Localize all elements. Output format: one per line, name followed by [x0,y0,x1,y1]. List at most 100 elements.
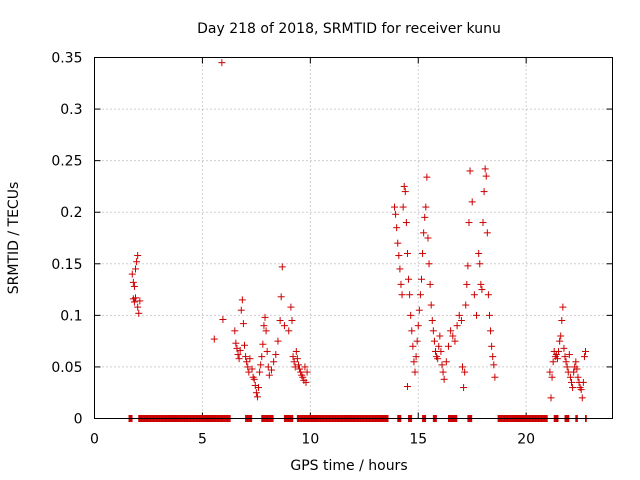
data-point [134,303,142,311]
data-point [264,363,272,371]
chart-title: Day 218 of 2018, SRMTID for receiver kun… [197,21,501,37]
data-point [464,262,472,270]
data-point [561,353,569,361]
data-point [132,294,140,302]
data-point [292,347,300,355]
data-point [255,384,263,392]
data-point [267,366,275,374]
data-point [481,165,489,173]
data-point [582,347,590,355]
data-point [128,270,136,278]
data-point [263,347,271,355]
data-point [278,263,286,271]
data-point [480,188,488,196]
data-point [219,315,227,323]
data-point [242,353,250,361]
data-point [460,384,468,392]
data-point [244,363,252,371]
data-point [293,355,301,363]
x-tick-label: 5 [198,432,207,448]
data-point [262,327,270,335]
data-point [426,280,434,288]
data-point [547,394,555,402]
data-marks [125,59,590,422]
data-point [435,342,443,350]
data-point [403,249,411,257]
data-point [417,275,425,283]
data-point [461,368,469,376]
data-point [447,327,455,335]
data-point [130,298,138,306]
data-point [451,337,459,345]
data-point [462,301,470,309]
data-point [415,306,423,314]
data-point [130,282,138,290]
data-point [253,393,261,401]
data-point [558,317,566,325]
data-point [406,291,414,299]
data-point [424,234,432,242]
data-point [287,303,295,311]
data-point [401,188,409,196]
data-point [289,353,297,361]
data-point [422,203,430,211]
data-point [297,368,305,376]
data-point [565,351,573,359]
data-point [135,309,143,317]
data-point [470,291,478,299]
data-point [134,252,142,260]
data-point [485,311,493,319]
data-point [476,260,484,268]
y-tick-label: 0.15 [51,257,82,273]
data-point [421,213,429,221]
data-point [439,368,447,376]
data-point [557,332,565,340]
data-point [245,368,253,376]
data-point [416,291,424,299]
data-point [468,198,476,206]
y-axis-label: SRMTID / TECUs [6,182,22,295]
data-point [402,219,410,227]
data-point [442,358,450,366]
data-point [133,258,141,266]
data-point [403,383,411,391]
data-point [546,368,554,376]
data-point [473,311,481,319]
data-point [274,337,282,345]
data-point [453,322,461,330]
y-tick-label: 0.3 [60,102,82,118]
data-point [412,353,420,361]
data-point [270,358,278,366]
data-point [408,327,416,335]
data-point [578,394,586,402]
data-point [572,358,580,366]
data-point [436,332,444,340]
data-point [577,386,585,394]
x-tick-label: 0 [90,432,99,448]
data-point [466,167,474,175]
data-point [132,265,140,273]
data-point [427,301,435,309]
grid-layer [94,57,613,419]
data-point [437,347,445,355]
data-point [285,327,293,335]
data-point [429,327,437,335]
data-point [438,361,446,369]
data-point [574,373,582,381]
y-tick-label: 0.05 [51,360,82,376]
x-tick-label: 10 [301,432,319,448]
data-point [241,341,249,349]
data-point [395,252,403,260]
data-point [302,378,310,386]
data-point [420,229,428,237]
data-point [238,296,246,304]
data-point [218,59,226,67]
data-point [252,389,260,397]
data-point [559,303,567,311]
data-point [573,365,581,373]
data-point [478,286,486,294]
data-point [280,322,288,330]
data-point [236,346,244,354]
data-point [231,327,239,335]
data-point [235,355,243,363]
